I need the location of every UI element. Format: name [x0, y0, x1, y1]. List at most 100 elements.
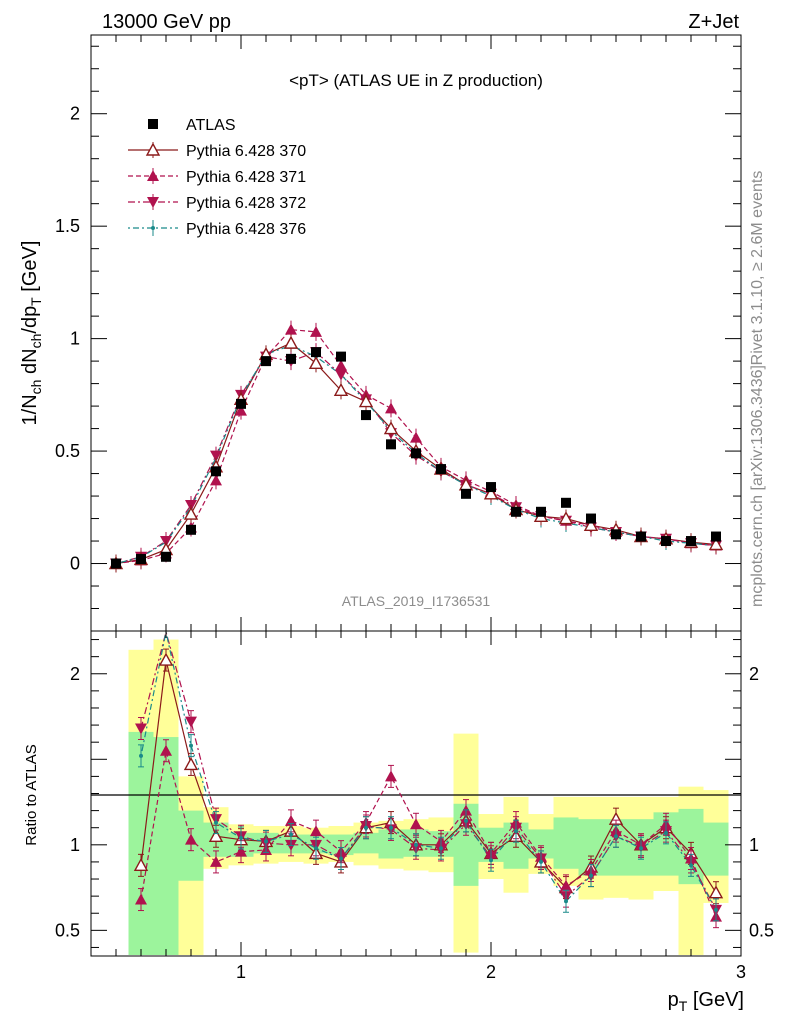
ratio-point — [589, 873, 593, 878]
ratio-point — [314, 846, 318, 851]
rivet-version-label: Rivet 3.1.10, ≥ 2.6M events — [749, 171, 766, 366]
ratio-point — [133, 857, 149, 872]
main-point — [461, 488, 471, 499]
ratio-point — [385, 770, 397, 782]
main-plot-marks — [108, 320, 724, 573]
ratio-point — [139, 753, 143, 758]
mcplots-label: mcplots.cern.ch [arXiv:1306.3436] — [749, 365, 766, 607]
main-point — [561, 497, 571, 508]
inner-band-bin — [703, 822, 729, 876]
inner-band-bin — [353, 832, 379, 854]
ratio-axes: 1 2 3 0.5 0.5 1 1 2 2 — [55, 631, 774, 982]
y-tick-label: 0 — [70, 554, 80, 574]
ratio-point — [714, 907, 718, 912]
ratio-point — [639, 846, 643, 851]
ratio-uncertainty-bands — [128, 639, 729, 955]
main-point — [661, 536, 671, 547]
main-point — [333, 382, 349, 397]
ratio-point — [410, 818, 422, 830]
ratio-point — [689, 863, 693, 868]
main-point — [136, 554, 146, 565]
main-point — [411, 448, 421, 459]
x-tick-label: 2 — [486, 962, 496, 982]
ratio-point — [183, 756, 199, 771]
energy-label: 13000 GeV pp — [102, 11, 231, 33]
main-point — [283, 335, 299, 349]
main-point — [558, 511, 574, 525]
main-point — [308, 355, 324, 370]
ratio-point — [364, 825, 368, 830]
y-tick-label: 2 — [70, 104, 80, 124]
ratio-point — [214, 820, 218, 825]
ratio-point — [158, 652, 174, 666]
ratio-plot-marks — [133, 629, 724, 929]
ratio-point — [414, 842, 418, 847]
main-point — [686, 536, 696, 547]
ratio-point — [239, 835, 243, 840]
main-point — [335, 359, 347, 371]
process-label: Z+Jet — [688, 11, 739, 33]
legend-marker — [151, 226, 155, 230]
main-point — [336, 351, 346, 362]
y-tick-label: 1 — [70, 329, 80, 349]
main-point — [111, 558, 121, 569]
ratio-point — [289, 832, 293, 837]
ratio-point — [564, 899, 568, 904]
main-point — [358, 394, 374, 408]
main-point — [286, 353, 296, 364]
ratio-point — [514, 829, 518, 834]
main-point — [583, 517, 599, 531]
main-point — [210, 474, 222, 486]
main-point — [486, 482, 496, 493]
legend: ATLAS Pythia 6.428 370 Pythia 6.428 371 Pyt… — [128, 117, 306, 238]
ratio-panel: 1 2 3 0.5 0.5 1 1 2 2 Ratio to ATLAS — [23, 629, 774, 982]
main-point — [711, 531, 721, 542]
ratio-point — [160, 744, 172, 756]
main-point — [186, 524, 196, 535]
legend-label: Pythia 6.428 372 — [186, 195, 306, 212]
main-point — [285, 323, 297, 335]
main-point — [236, 398, 246, 409]
main-point — [311, 347, 321, 358]
ratio-y-tick-label: 1 — [70, 835, 80, 855]
ratio-point — [235, 845, 247, 857]
ratio-point — [264, 839, 268, 844]
inner-band-bin — [553, 817, 579, 869]
analysis-watermark: ATLAS_2019_I1736531 — [342, 593, 491, 609]
ratio-point — [539, 859, 543, 864]
ratio-point — [439, 846, 443, 851]
main-point — [183, 506, 199, 520]
ratio-point — [664, 830, 668, 835]
legend-label: ATLAS — [186, 117, 236, 134]
x-tick-label: 1 — [236, 962, 246, 982]
ratio-y-tick-label-right: 2 — [749, 664, 759, 684]
ratio-point — [389, 825, 393, 830]
main-point — [361, 410, 371, 421]
ratio-y-tick-label-right: 1 — [749, 835, 759, 855]
legend-marker — [145, 142, 161, 156]
ratio-point — [185, 716, 197, 728]
main-title: <pT> (ATLAS UE in Z production) — [289, 71, 543, 90]
ratio-point — [185, 833, 197, 845]
main-panel: 0 0.5 1 1.5 2 <pT> (ATLAS UE in Z production… — [19, 34, 742, 632]
main-point — [310, 325, 322, 337]
ratio-point — [464, 818, 468, 823]
ratio-y-tick-label-right: 0.5 — [749, 920, 774, 940]
main-point — [210, 450, 222, 462]
inner-band-bin — [128, 731, 154, 955]
main-point — [636, 531, 646, 542]
main-point — [161, 551, 171, 562]
legend-marker — [148, 119, 158, 129]
main-point — [611, 529, 621, 540]
ratio-y-tick-label: 0.5 — [55, 920, 80, 940]
ratio-point — [210, 855, 222, 867]
y-tick-label: 0.5 — [55, 441, 80, 461]
ratio-point — [614, 834, 618, 839]
x-tick-label: 3 — [736, 962, 746, 982]
main-point — [335, 369, 347, 381]
main-point — [386, 439, 396, 450]
ratio-point — [339, 856, 343, 861]
inner-band-bin — [153, 737, 179, 955]
main-point — [385, 402, 397, 414]
